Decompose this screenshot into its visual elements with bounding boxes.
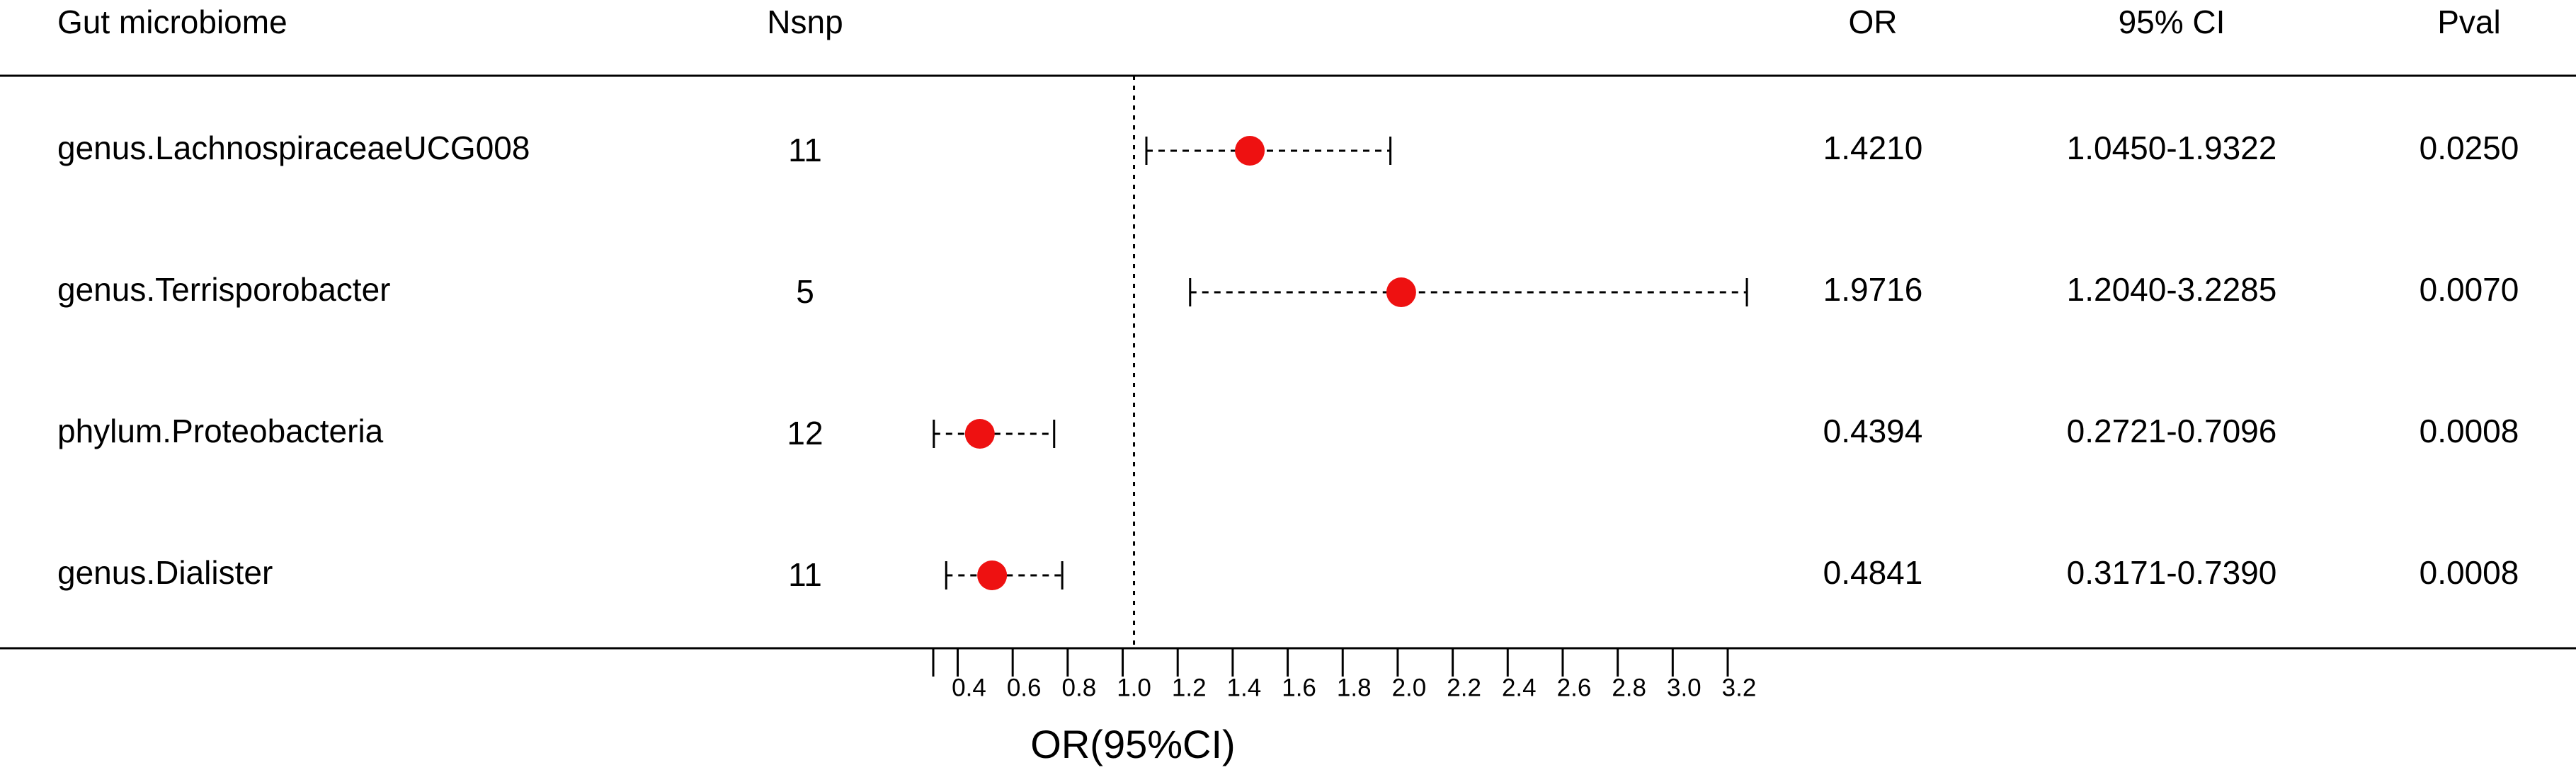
pval-label: 0.0250 [2420, 130, 2519, 166]
pval-label: 0.0070 [2420, 271, 2519, 308]
x-tick-label: 2.8 [1612, 674, 1646, 701]
header-or: OR [1849, 4, 1898, 40]
x-tick-label: 3.2 [1722, 674, 1757, 701]
header-pval: Pval [2437, 4, 2500, 40]
nsnp: 5 [796, 273, 814, 310]
x-tick-label: 2.0 [1392, 674, 1427, 701]
or-label: 0.4394 [1823, 413, 1923, 449]
x-tick-label: 2.4 [1502, 674, 1537, 701]
row-label: genus.LachnospiraceaeUCG008 [57, 130, 530, 166]
row-label: genus.Dialister [57, 554, 273, 591]
x-axis-title: OR(95%CI) [1030, 722, 1235, 766]
or-label: 1.4210 [1823, 130, 1923, 166]
nsnp: 11 [788, 132, 822, 168]
x-tick-label: 2.6 [1557, 674, 1592, 701]
or-point [964, 419, 995, 449]
or-label: 1.9716 [1823, 271, 1923, 308]
pval-label: 0.0008 [2420, 413, 2519, 449]
ci-label: 0.3171-0.7390 [2067, 554, 2277, 591]
or-point [977, 560, 1008, 590]
header-ci: 95% CI [2119, 4, 2225, 40]
or-label: 0.4841 [1823, 554, 1923, 591]
header-name: Gut microbiome [57, 4, 287, 40]
header-nsnp: Nsnp [767, 4, 843, 40]
ci-label: 0.2721-0.7096 [2067, 413, 2277, 449]
x-tick-label: 3.0 [1667, 674, 1702, 701]
or-point [1235, 136, 1265, 166]
x-tick-label: 2.2 [1447, 674, 1481, 701]
nsnp: 11 [788, 556, 822, 593]
x-tick-label: 0.4 [952, 674, 986, 701]
x-tick-label: 0.8 [1062, 674, 1097, 701]
x-tick-label: 1.4 [1227, 674, 1262, 701]
x-tick-label: 1.2 [1172, 674, 1207, 701]
x-tick-label: 1.8 [1337, 674, 1372, 701]
nsnp: 12 [787, 415, 823, 452]
x-tick-label: 0.6 [1007, 674, 1042, 701]
row-label: phylum.Proteobacteria [57, 413, 384, 449]
row-label: genus.Terrisporobacter [57, 271, 390, 308]
pval-label: 0.0008 [2420, 554, 2519, 591]
ci-label: 1.0450-1.9322 [2067, 130, 2277, 166]
ci-label: 1.2040-3.2285 [2067, 271, 2277, 308]
x-tick-label: 1.0 [1117, 674, 1151, 701]
or-point [1386, 277, 1416, 307]
x-tick-label: 1.6 [1282, 674, 1316, 701]
